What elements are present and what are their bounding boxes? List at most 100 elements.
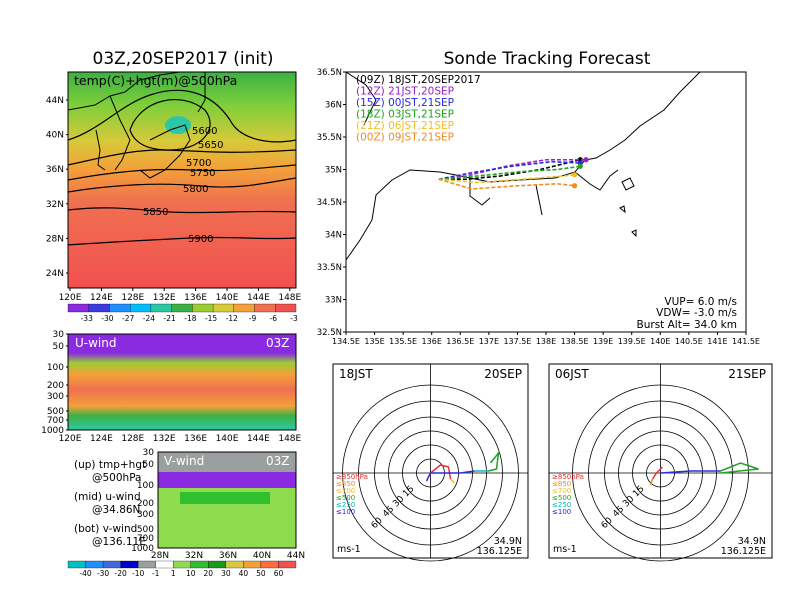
pressure-tick-label: 200 [137, 499, 154, 509]
island [619, 177, 637, 238]
colorbar-label: 30 [221, 569, 231, 578]
track-endpoint [571, 172, 578, 178]
hgt-contour-1 [129, 99, 211, 151]
lon-tick-label: 141.5E [732, 337, 760, 346]
hodograph-level-label: ≤700 [552, 487, 571, 495]
colorbar-label: -27 [122, 314, 134, 323]
lon-tick-label: 148E [278, 293, 301, 303]
colorbar-cell [130, 303, 152, 313]
lon-tick-label: 139E [593, 337, 613, 346]
colorbar-label: -33 [81, 314, 93, 323]
right-title: Sonde Tracking Forecast [444, 49, 651, 69]
hgt-label: 5600 [192, 126, 217, 137]
lon-tick-label: 136E [184, 293, 207, 303]
hodograph-level-label: ≥850hPa [336, 473, 368, 481]
lat-tick-label: 36N [46, 165, 64, 175]
hodograph-level-label: ≥850hPa [552, 473, 584, 481]
lon-tick-label: 137E [479, 337, 499, 346]
track-legend-entry: (15Z) 00JST,21SEP [356, 97, 454, 109]
track-legend-entry: (21Z) 06JST,21SEP [356, 120, 454, 132]
lat-tick-label: 35N [325, 166, 342, 176]
vwind-upper [158, 452, 296, 472]
hodograph-level-label: ≤850 [552, 480, 571, 488]
lon-tick-label: 132E [153, 293, 176, 303]
hgt-label: 5650 [198, 140, 223, 151]
lat-tick-label: 34N [325, 231, 342, 241]
colorbar-cell [192, 303, 214, 313]
hodograph-trace [649, 478, 654, 486]
legend-mid-line2: @34.86N [92, 504, 140, 516]
left-title: 03Z,20SEP2017 (init) [93, 49, 274, 69]
lon-tick-label: 132E [153, 434, 176, 444]
lat-tick-label: 44N [287, 551, 305, 561]
hgt-label: 5900 [188, 234, 213, 245]
lon-tick-label: 148E [278, 434, 301, 444]
track-endpoint [583, 157, 589, 163]
lon-tick-label: 135E [364, 337, 384, 346]
hodograph-lat: 34.9N [494, 536, 522, 547]
vwind-lat-axis: 28N 32N 36N 40N 44N [151, 551, 305, 561]
uwind-time: 03Z [266, 336, 290, 350]
hgt-contour-4 [67, 164, 297, 181]
colorbar-label: 20 [204, 569, 214, 578]
colorbar-cell [278, 560, 297, 569]
hodograph-level-label: ≤500 [336, 494, 355, 502]
hodograph-trace [425, 470, 475, 482]
vwind-green-band [180, 492, 270, 504]
lon-tick-label: 124E [90, 293, 113, 303]
colorbar-cell [155, 560, 174, 569]
lat-tick-label: 32.5N [317, 328, 342, 338]
vwind-label: V-wind [164, 454, 204, 468]
pressure-tick-label: 300 [47, 392, 64, 402]
colorbar-cell [67, 303, 89, 313]
pressure-tick-label: 700 [47, 416, 64, 426]
lon-tick-label: 138E [536, 337, 556, 346]
uwind-frame [67, 333, 297, 431]
panel-legend: (up) tmp+hgt @500hPa (mid) u-wind @34.86… [74, 459, 146, 548]
colorbar-label: -10 [132, 569, 144, 578]
hodograph-time: 18JST [339, 367, 373, 381]
colorbar-cell [67, 560, 86, 569]
lon-tick-label: 134.5E [332, 337, 360, 346]
map500-label: temp(C)+hgt(m)@500hPa [74, 73, 237, 88]
colorbar-label: -1 [152, 569, 160, 578]
track-legend: (09Z) 18JST,20SEP2017(12Z) 21JST,20SEP(1… [356, 74, 481, 144]
lon-tick-label: 140E [650, 337, 670, 346]
pressure-tick-label: 300 [137, 510, 154, 520]
colorbar-label: 60 [274, 569, 284, 578]
track-legend-entry: (12Z) 21JST,20SEP [356, 86, 454, 98]
hodograph-level-label: ≤850 [336, 480, 355, 488]
track-lines [438, 157, 589, 190]
hodograph-time: 06JST [555, 367, 589, 381]
legend-up-line2: @500hPa [92, 472, 142, 484]
colorbar-cell [254, 303, 276, 313]
lon-tick-label: 140.5E [675, 337, 703, 346]
lon-tick-label: 128E [121, 434, 144, 444]
lat-tick-label: 33.5N [317, 263, 342, 273]
hodograph-level-label: ≤250 [336, 501, 355, 509]
vwind-purple [158, 472, 296, 488]
colorbar-cell [208, 560, 226, 569]
colorbar-cell [233, 303, 255, 313]
colorbar-label: -30 [101, 314, 113, 323]
lon-tick-label: 124E [90, 434, 113, 444]
lat-tick-label: 28N [151, 551, 169, 561]
pressure-tick-label: 30 [143, 448, 155, 458]
vwind-frame [157, 451, 297, 549]
vdw-text: VDW= -3.0 m/s [656, 307, 737, 319]
hgt-contour-2 [67, 89, 297, 143]
hodograph-date: 21SEP [728, 367, 766, 381]
colorbar-label: -9 [249, 314, 257, 323]
hgt-label: 5850 [143, 207, 168, 218]
colorbar-cell [171, 303, 193, 313]
track-legend-entry: (09Z) 18JST,20SEP2017 [356, 74, 481, 86]
hodograph-lon: 136.125E [477, 546, 522, 557]
lat-tick-label: 36.5N [317, 68, 342, 78]
colorbar-label: 50 [256, 569, 266, 578]
track-legend-entry: (00Z) 09JST,21SEP [356, 132, 454, 144]
coastline [345, 71, 701, 261]
colorbar-label: -12 [226, 314, 238, 323]
hodograph-date: 20SEP [484, 367, 522, 381]
colorbar-cell [173, 560, 191, 569]
